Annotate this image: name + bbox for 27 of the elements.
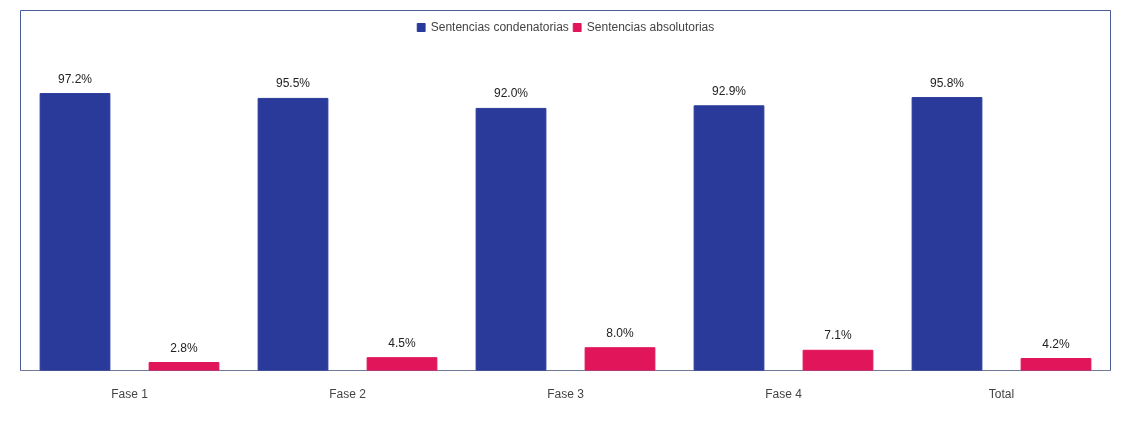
bar [584, 347, 656, 371]
data-label: 7.1% [824, 328, 853, 343]
bar [257, 97, 329, 371]
bar [693, 105, 765, 371]
x-tick-label: Total [988, 386, 1015, 401]
x-tick-label: Fase 4 [765, 386, 803, 401]
data-label: 95.8% [929, 75, 965, 90]
bar [475, 107, 547, 371]
data-label: 92.0% [493, 86, 529, 101]
data-label: 4.5% [388, 335, 417, 350]
legend-label: Sentencias absolutorias [586, 20, 715, 34]
x-tick-label: Fase 3 [547, 386, 585, 401]
data-label: 97.2% [57, 71, 93, 86]
bar [911, 97, 983, 371]
bar [802, 349, 874, 371]
data-label: 8.0% [606, 325, 635, 340]
data-label: 95.5% [275, 76, 311, 91]
x-tick-label: Fase 1 [111, 386, 149, 401]
data-label: 92.9% [711, 83, 747, 98]
bar [148, 362, 220, 371]
bar [39, 93, 111, 371]
data-label: 2.8% [170, 340, 199, 355]
data-label: 4.2% [1042, 336, 1071, 351]
bar [366, 357, 438, 371]
bar [1020, 358, 1092, 371]
x-tick-label: Fase 2 [329, 386, 367, 401]
legend-label: Sentencias condenatorias [430, 20, 569, 34]
